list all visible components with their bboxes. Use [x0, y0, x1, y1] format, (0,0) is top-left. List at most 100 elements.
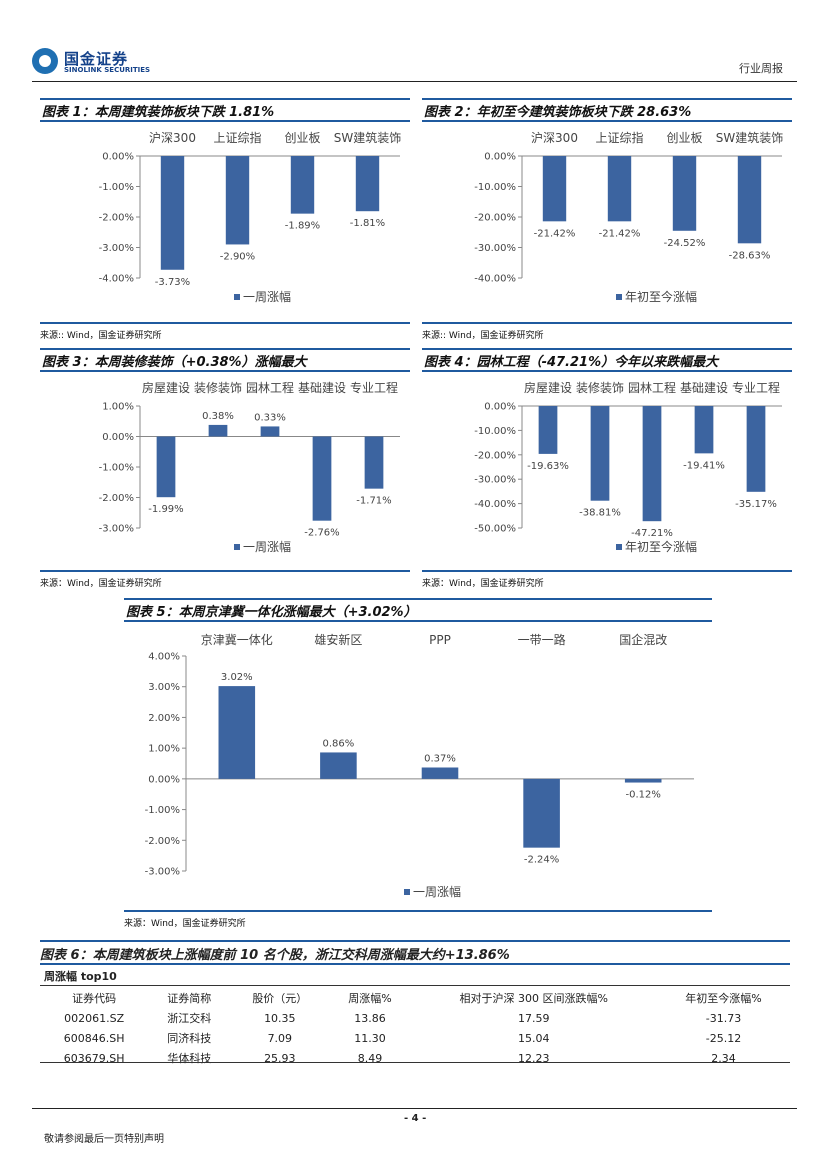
chart-bottom-rule	[124, 910, 712, 912]
chart-title-rule	[124, 620, 712, 622]
bar-chart: 0.00% -10.00% -20.00% -30.00% -40.00% 沪深300 -2…	[474, 130, 783, 304]
disclaimer-text: 敬请参阅最后一页特别声明	[44, 1134, 164, 1145]
table-header-rule	[40, 985, 790, 986]
chart-title-rule	[40, 370, 410, 372]
bar	[746, 406, 766, 492]
category-label: 上证综指	[213, 130, 261, 145]
chart-panel-2: 图表 2：年初至今建筑装饰板块下跌 28.63% 0.00% -10.00% -20.…	[422, 98, 792, 346]
y-tick-label: 1.00%	[102, 402, 134, 413]
logo-emblem-icon	[32, 48, 58, 74]
category-label: SW建筑装饰	[716, 130, 783, 145]
data-label: -2.76%	[304, 528, 339, 539]
company-logo: 国金证券 SINOLINK SECURITIES	[32, 46, 162, 80]
chart-panel-3: 图表 3：本周装修装饰（+0.38%）涨幅最大 1.00% 0.00% -1.00% -…	[40, 348, 410, 594]
y-tick-label: -3.00%	[99, 243, 134, 254]
y-tick-label: 4.00%	[148, 652, 180, 663]
chart-top-rule	[422, 98, 792, 100]
chart-source: 来源：Wind，国金证券研究所	[40, 579, 162, 589]
page-number: - 4 -	[404, 1113, 427, 1124]
cell-code: 002061.SZ	[64, 1011, 125, 1025]
cell-price: 7.09	[267, 1031, 293, 1045]
chart-source: 来源：Wind，国金证券研究所	[124, 919, 246, 929]
category-label: 京津冀一体化	[201, 633, 273, 647]
table-title: 图表 6：本周建筑板块上涨幅度前 10 名个股，浙江交科周涨幅最大约+13.86…	[40, 948, 510, 963]
bar	[290, 156, 315, 214]
category-label: 园林工程	[628, 380, 676, 395]
y-tick-label: 0.00%	[484, 152, 516, 163]
legend-swatch	[616, 544, 622, 550]
data-label: -19.41%	[683, 460, 725, 471]
y-tick-label: -40.00%	[474, 499, 516, 510]
bar-chart: 0.00% -1.00% -2.00% -3.00% -4.00% 沪深300 -3.73%…	[99, 130, 402, 304]
y-tick-label: -1.00%	[145, 805, 180, 816]
y-tick-label: 0.00%	[102, 432, 134, 443]
chart-bottom-rule	[422, 570, 792, 572]
top10-table: 证券代码 证券简称 股价（元） 周涨幅% 相对于沪深 300 区间涨跌幅% 年初…	[40, 988, 790, 1068]
y-tick-label: -2.00%	[145, 836, 180, 847]
y-tick-label: 1.00%	[148, 744, 180, 755]
cell-weekly: 8.49	[357, 1051, 383, 1065]
table-title-rule	[40, 963, 790, 965]
col-header: 相对于沪深 300 区间涨跌幅%	[459, 992, 608, 1005]
category-label: 房屋建设	[142, 380, 190, 395]
col-header: 股价（元）	[252, 992, 308, 1005]
category-label: 园林工程	[246, 380, 294, 395]
bar	[737, 156, 762, 244]
y-tick-label: -1.00%	[99, 182, 134, 193]
category-label: 国企混改	[619, 632, 667, 647]
bar	[642, 406, 662, 522]
y-tick-label: 0.00%	[148, 774, 180, 785]
data-label: -47.21%	[631, 528, 673, 539]
cell-relative: 17.59	[517, 1011, 550, 1025]
bar-chart: 0.00% -10.00% -20.00% -30.00% -40.00% -50.00%…	[474, 380, 782, 554]
cell-name: 同济科技	[167, 1032, 212, 1045]
footer-divider	[32, 1108, 797, 1109]
y-tick-label: -20.00%	[474, 213, 516, 224]
logo-english-name: SINOLINK SECURITIES	[64, 66, 151, 74]
cell-relative: 15.04	[517, 1031, 550, 1045]
chart-title-rule	[422, 120, 792, 122]
col-header: 证券代码	[72, 992, 117, 1005]
bar	[624, 778, 662, 783]
cell-ytd: 2.34	[711, 1051, 736, 1065]
chart-title-rule	[40, 120, 410, 122]
bar	[364, 436, 384, 489]
legend-label: 一周涨幅	[413, 884, 461, 899]
category-label: 房屋建设	[524, 380, 572, 395]
data-label: 0.33%	[254, 412, 286, 423]
chart-top-rule	[40, 98, 410, 100]
category-label: 雄安新区	[314, 632, 362, 647]
cell-price: 25.93	[264, 1051, 296, 1065]
cell-name: 浙江交科	[167, 1012, 212, 1025]
legend-label: 年初至今涨幅	[625, 539, 697, 554]
chart-title: 图表 1：本周建筑装饰板块下跌 1.81%	[42, 105, 275, 120]
category-label: 基础建设	[680, 381, 728, 395]
data-label: -21.42%	[599, 228, 641, 239]
y-tick-label: 0.00%	[102, 152, 134, 163]
data-label: -28.63%	[729, 250, 771, 261]
cell-code: 603679.SH	[63, 1051, 125, 1065]
bar	[312, 436, 332, 521]
cell-weekly: 13.86	[354, 1011, 386, 1025]
data-label: 3.02%	[221, 672, 253, 683]
chart-title: 图表 3：本周装修装饰（+0.38%）涨幅最大	[42, 355, 307, 370]
data-label: -2.24%	[524, 855, 559, 866]
data-label: -1.71%	[356, 496, 391, 507]
category-label: 专业工程	[350, 380, 398, 395]
report-type-label: 行业周报	[739, 62, 783, 75]
bar	[590, 406, 610, 501]
category-label: 沪深300	[531, 131, 578, 145]
y-tick-label: 3.00%	[148, 682, 180, 693]
y-tick-label: -40.00%	[474, 274, 516, 285]
legend-label: 一周涨幅	[243, 289, 291, 304]
bar	[607, 156, 632, 222]
category-label: 创业板	[284, 131, 320, 145]
chart-bottom-rule	[40, 570, 410, 572]
bar	[421, 767, 459, 779]
bar	[225, 156, 250, 245]
chart-title: 图表 2：年初至今建筑装饰板块下跌 28.63%	[424, 105, 692, 120]
y-tick-label: -10.00%	[474, 182, 516, 193]
bar	[156, 436, 176, 498]
logo-chinese-name: 国金证券	[64, 50, 129, 68]
bar	[218, 686, 256, 779]
